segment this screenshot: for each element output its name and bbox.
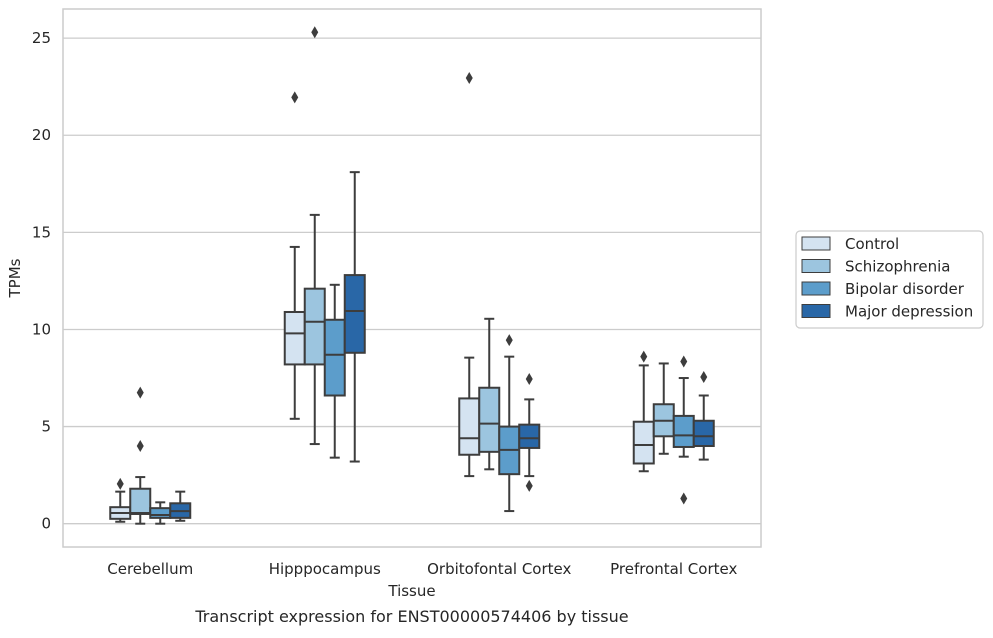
y-tick-labels: 0 5 10 15 20 25 bbox=[32, 29, 51, 533]
x-tick-label-prefrontal-cortex: Prefrontal Cortex bbox=[610, 560, 737, 578]
outlier-schizophrenia bbox=[136, 440, 144, 453]
x-tick-label-hipppocampus: Hipppocampus bbox=[269, 560, 381, 578]
box-group-cerebellum bbox=[109, 386, 192, 525]
outlier-bipolar-disorder bbox=[505, 334, 513, 347]
outlier-control bbox=[465, 71, 473, 84]
box-bipolar-disorder bbox=[323, 318, 346, 397]
outlier-major-depression bbox=[525, 372, 533, 385]
box-control bbox=[458, 397, 481, 456]
outlier-control bbox=[291, 91, 299, 104]
legend-swatch-schizophrenia bbox=[801, 259, 831, 273]
outlier-control bbox=[116, 477, 124, 490]
y-tick-label: 15 bbox=[32, 223, 51, 241]
box-major-depression bbox=[518, 423, 541, 449]
box-bipolar-disorder bbox=[672, 414, 695, 448]
plot-frame bbox=[62, 8, 762, 548]
y-tick-label: 5 bbox=[41, 418, 51, 436]
y-tick-label: 0 bbox=[41, 515, 51, 533]
box-group-prefrontal-cortex bbox=[632, 350, 715, 505]
box-bipolar-disorder bbox=[149, 507, 172, 519]
legend-swatch-major-depression bbox=[801, 304, 831, 318]
outlier-major-depression bbox=[525, 479, 533, 492]
legend-label-control: Control bbox=[845, 235, 899, 253]
box-control bbox=[632, 420, 655, 465]
box-group-orbitofontal-cortex bbox=[458, 71, 541, 513]
legend-label-major-depression: Major depression bbox=[845, 303, 973, 321]
outlier-major-depression bbox=[700, 371, 708, 384]
box-control bbox=[283, 310, 306, 366]
legend-swatch-control bbox=[801, 236, 831, 251]
legend-label-bipolar-disorder: Bipolar disorder bbox=[845, 280, 965, 298]
legend-swatch-bipolar-disorder bbox=[801, 281, 831, 296]
y-tick-label: 20 bbox=[32, 126, 51, 144]
x-axis-label: Tissue bbox=[387, 582, 435, 600]
box-group-hipppocampus bbox=[283, 26, 366, 463]
x-tick-label-cerebellum: Cerebellum bbox=[107, 560, 193, 578]
outlier-control bbox=[640, 350, 648, 363]
y-tick-label: 25 bbox=[32, 29, 51, 47]
outlier-bipolar-disorder bbox=[680, 492, 688, 505]
y-axis-label: TPMs bbox=[6, 258, 24, 298]
x-tick-labels: Cerebellum Hipppocampus Orbitofontal Corte… bbox=[107, 560, 737, 578]
gridlines bbox=[63, 37, 761, 525]
legend-label-schizophrenia: Schizophrenia bbox=[845, 258, 950, 276]
box-schizophrenia bbox=[478, 386, 501, 453]
outlier-schizophrenia bbox=[311, 26, 319, 39]
box-groups bbox=[109, 26, 715, 525]
box-schizophrenia bbox=[303, 287, 326, 366]
x-tick-label-orbitofontal-cortex: Orbitofontal Cortex bbox=[427, 560, 571, 578]
box-major-depression bbox=[343, 274, 366, 354]
chart-caption: Transcript expression for ENST0000057440… bbox=[194, 607, 628, 626]
legend-box bbox=[795, 230, 984, 329]
outlier-schizophrenia bbox=[136, 386, 144, 399]
outlier-bipolar-disorder bbox=[680, 355, 688, 368]
box-major-depression bbox=[692, 419, 715, 448]
box-schizophrenia bbox=[129, 487, 152, 515]
legend: Control Schizophrenia Bipolar disorder Majo… bbox=[795, 230, 984, 329]
y-tick-label: 10 bbox=[32, 320, 51, 338]
